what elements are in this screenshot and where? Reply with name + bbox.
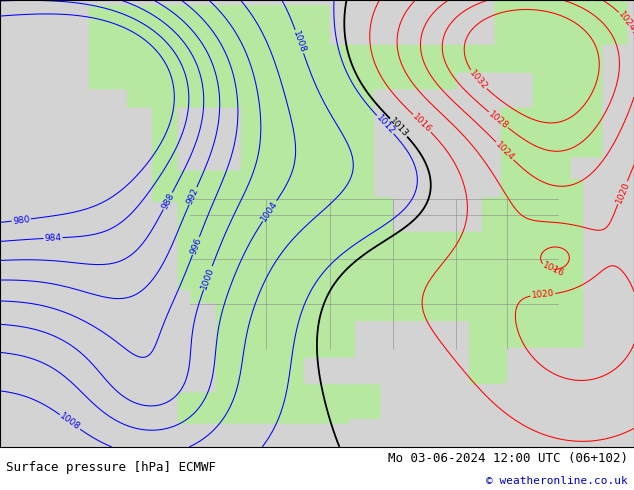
Text: 1008: 1008 bbox=[58, 412, 82, 432]
Text: © weatheronline.co.uk: © weatheronline.co.uk bbox=[486, 475, 628, 486]
Text: 1020: 1020 bbox=[614, 180, 631, 205]
Text: 988: 988 bbox=[160, 191, 176, 211]
Text: 1008: 1008 bbox=[292, 29, 307, 54]
Text: 1012: 1012 bbox=[374, 113, 396, 136]
Text: 1016: 1016 bbox=[541, 260, 566, 278]
Text: 1000: 1000 bbox=[200, 266, 216, 290]
Text: 1004: 1004 bbox=[259, 199, 280, 223]
Text: 1024: 1024 bbox=[493, 140, 516, 162]
Text: 984: 984 bbox=[44, 233, 61, 243]
Text: 1013: 1013 bbox=[387, 116, 410, 139]
Text: Mo 03-06-2024 12:00 UTC (06+102): Mo 03-06-2024 12:00 UTC (06+102) bbox=[387, 452, 628, 466]
Text: 980: 980 bbox=[12, 215, 30, 225]
Text: 1016: 1016 bbox=[411, 112, 433, 135]
Text: Surface pressure [hPa] ECMWF: Surface pressure [hPa] ECMWF bbox=[6, 461, 216, 474]
Text: 996: 996 bbox=[189, 236, 204, 255]
Text: 1032: 1032 bbox=[467, 68, 489, 91]
Text: 1028: 1028 bbox=[487, 109, 510, 130]
Text: 992: 992 bbox=[185, 186, 200, 205]
Text: 1024: 1024 bbox=[616, 10, 634, 33]
Text: 1020: 1020 bbox=[531, 289, 555, 300]
